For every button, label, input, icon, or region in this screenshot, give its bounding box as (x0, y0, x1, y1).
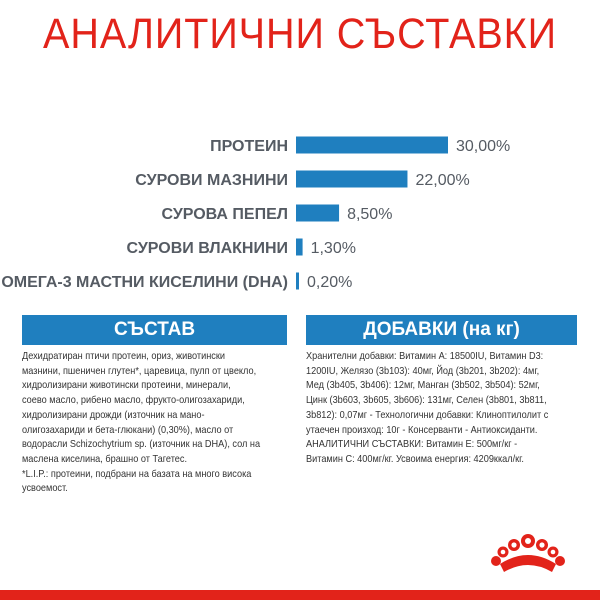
additives-line: Витамин C: 400мг/кг. Усвоима енергия: 42… (306, 453, 524, 465)
nutrient-bar-chart: ПРОТЕИН 30,00% СУРОВИ МАЗНИНИ 22,00% СУРОВА … (1, 136, 510, 291)
additives-line: 3b812): 0,07мг - Технологични добавки: К… (306, 409, 549, 421)
additives-header: ДОБАВКИ (на кг) (306, 315, 577, 345)
category-label: СУРОВА ПЕПЕЛ (161, 206, 288, 223)
additives-text: Хранителни добавки: Витамин A: 18500IU, … (306, 350, 578, 468)
category-label: ПРОТЕИН (210, 138, 288, 155)
page-title: АНАЛИТИЧНИ СЪСТАВКИ (43, 10, 557, 58)
value-label: 30,00% (456, 138, 510, 155)
value-label: 1,30% (311, 240, 356, 257)
additives-line: Цинк (3b603, 3b605, 3b606): 131мг, Селен… (306, 395, 547, 407)
composition-line: хидролизирани животински протеини, минер… (22, 380, 231, 392)
bar (296, 170, 408, 188)
bottom-red-line (0, 590, 600, 600)
category-label: СУРОВИ ВЛАКНИНИ (126, 240, 288, 257)
composition-text: Дехидратиран птичи протеин, ориз, животи… (22, 350, 289, 497)
additives-line: утаечен произход: 10г - Консерванти - Ан… (306, 424, 538, 436)
additives-line: Мед (3b405, 3b406): 12мг, Манган (3b502,… (306, 380, 540, 392)
additives-line: Хранителни добавки: Витамин A: 18500IU, … (306, 351, 544, 362)
composition-line: *L.I.P.: протеини, подбрани на базата на… (22, 468, 252, 480)
composition-line: олигозахариди и бета-глюкани) (0,30%), м… (22, 424, 234, 436)
value-label: 22,00% (415, 172, 469, 189)
composition-header: СЪСТАВ (22, 315, 287, 345)
bar (296, 136, 448, 154)
composition-line: хидролизирани дрожди (източник на мано- (22, 409, 205, 421)
composition-line: усвоемост. (22, 483, 68, 495)
value-label: 8,50% (347, 206, 392, 223)
bar (296, 272, 299, 290)
category-label: ОМЕГА-3 МАСТНИ КИСЕЛИНИ (DHA) (1, 274, 288, 291)
bar (296, 238, 303, 256)
composition-line: водорасли Schizochytrium sp. (източник н… (22, 439, 261, 451)
composition-line: Дехидратиран птичи протеин, ориз, животи… (22, 351, 226, 362)
category-label: СУРОВИ МАЗНИНИ (135, 172, 288, 189)
composition-line: маслена киселина, брашно от Тагетес. (22, 453, 188, 465)
additives-line: АНАЛИТИЧНИ СЪСТАВКИ: Витамин E: 500мг/кг… (306, 439, 518, 451)
additives-line: 1200IU, Желязо (3b103): 40мг, Йод (3b201… (306, 365, 540, 377)
composition-line: соево масло, рибено масло, фрукто-олигоз… (22, 395, 245, 407)
bar (296, 204, 340, 222)
composition-line: мазнини, пшеничен глутен*, царевица, пул… (22, 365, 257, 377)
royal-canin-crown-logo-icon (491, 534, 565, 572)
value-label: 0,20% (307, 274, 352, 291)
